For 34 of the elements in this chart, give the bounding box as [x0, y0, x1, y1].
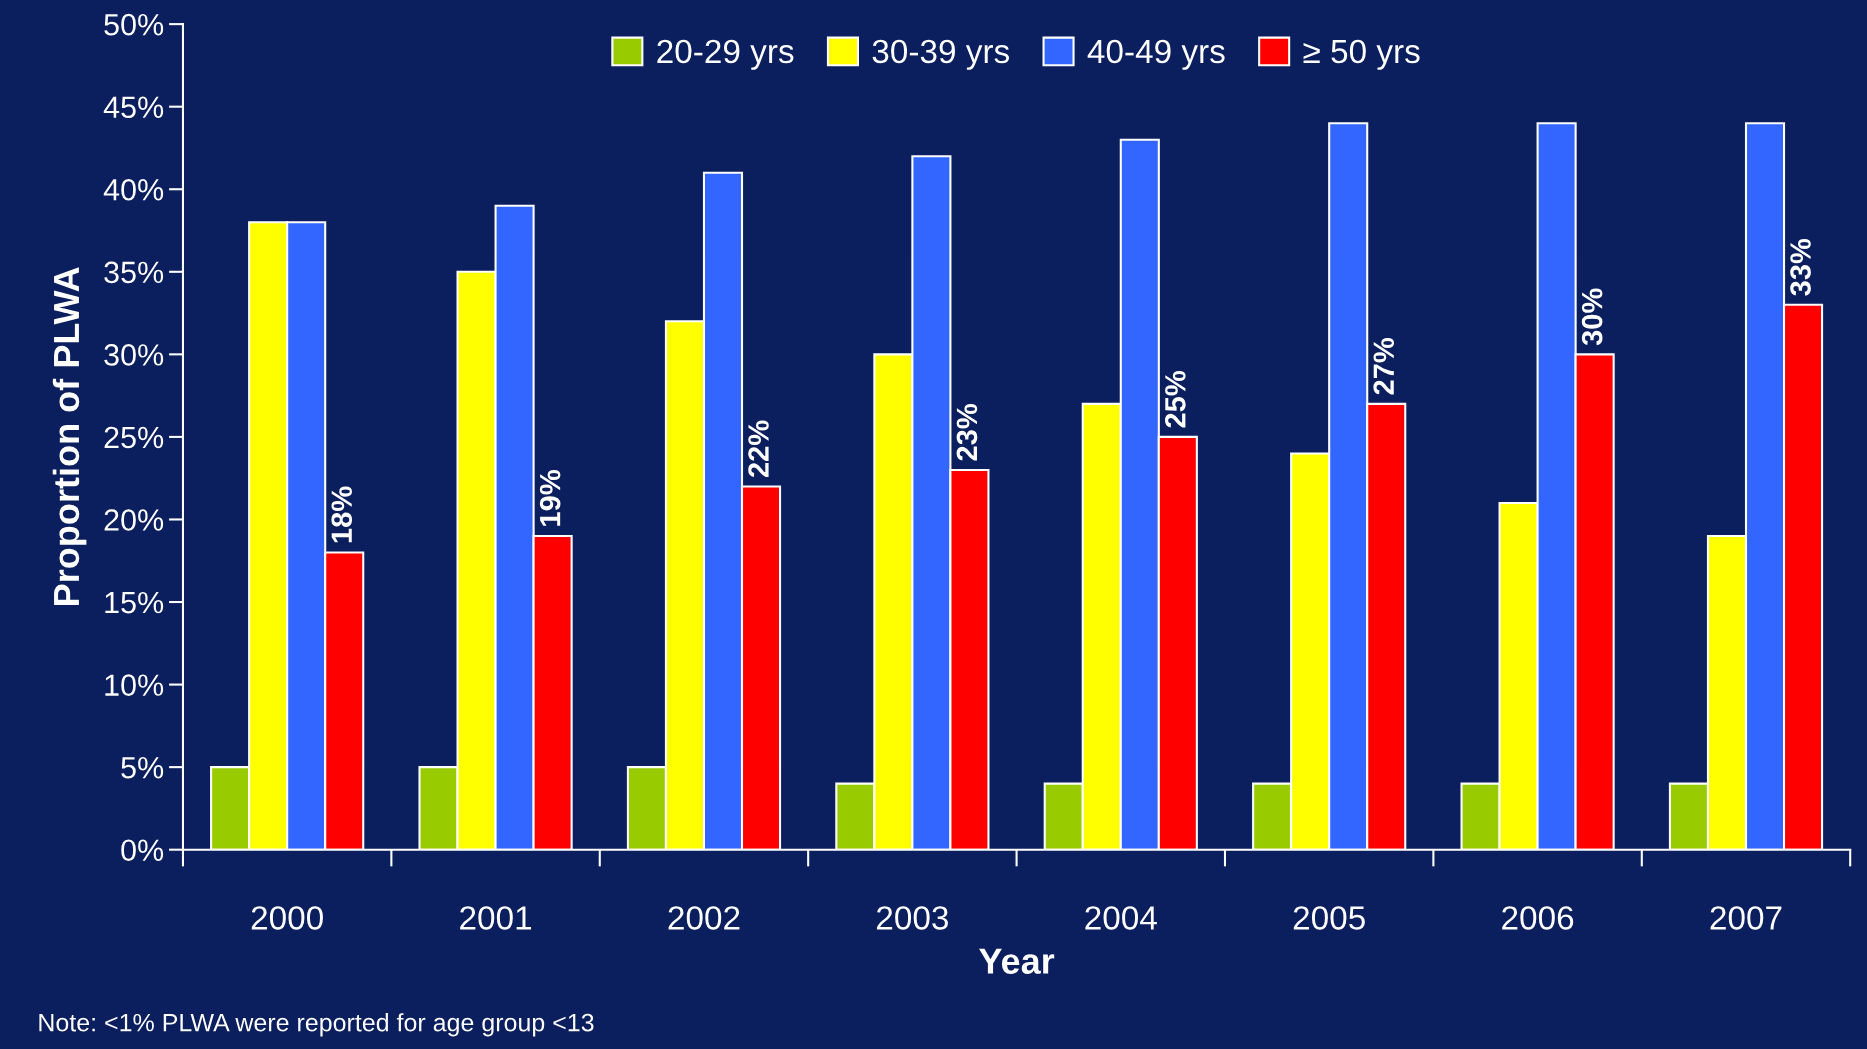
y-tick-label: 25%: [104, 426, 164, 449]
y-tick-label: 0%: [121, 839, 164, 862]
data-label: 19%: [539, 470, 561, 526]
y-tick-label: 30%: [104, 344, 164, 366]
data-label: 23%: [956, 403, 978, 461]
data-label: 33%: [1790, 238, 1811, 296]
data-label: 18%: [331, 486, 353, 543]
x-tick-label: 2000: [251, 906, 323, 930]
legend-label: ≥ 50 yrs: [1303, 39, 1420, 70]
x-axis-title: Year: [979, 948, 1055, 974]
y-tick-label: 35%: [104, 261, 164, 284]
legend-label: 30-39 yrs: [872, 39, 1010, 70]
y-tick-label: 45%: [103, 96, 164, 119]
x-tick-label: 2005: [1293, 906, 1365, 930]
x-tick-label: 2007: [1710, 906, 1782, 930]
y-tick-label: 20%: [104, 509, 164, 531]
data-label: 22%: [748, 420, 769, 478]
data-label: 30%: [1581, 288, 1603, 346]
y-tick-label: 40%: [103, 178, 164, 201]
y-tick-label: 15%: [105, 591, 164, 614]
x-tick-label: 2003: [876, 906, 948, 930]
data-label: 25%: [1165, 370, 1186, 428]
x-tick-label: 2001: [460, 906, 532, 930]
y-tick-label: 10%: [105, 674, 164, 696]
text: Note: <1% PLWA were reported for age group <13: [39, 1013, 594, 1037]
x-tick-label: 2006: [1502, 906, 1574, 930]
y-tick-label: 5%: [121, 757, 164, 779]
legend-label: 40-49 yrs: [1087, 39, 1225, 70]
x-tick-label: 2002: [668, 906, 740, 930]
y-axis-title: Proportion of PLWA: [52, 267, 87, 605]
x-tick-label: 2004: [1085, 906, 1157, 930]
legend-label: 20-29 yrs: [657, 39, 794, 70]
y-tick-label: 50%: [104, 13, 164, 36]
data-label: 27%: [1373, 337, 1395, 395]
